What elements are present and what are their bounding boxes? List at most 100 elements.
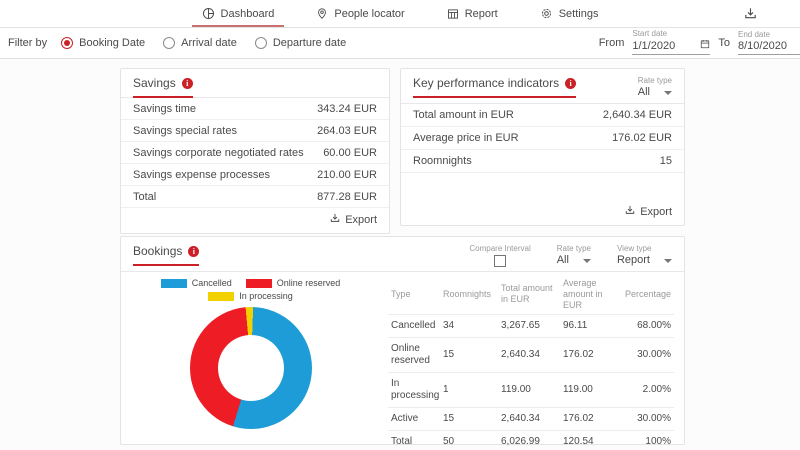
table-row: Online reserved 15 2,640.34 176.02 30.00… [388, 337, 674, 374]
savings-row: Savings expense processes 210.00 EUR [121, 164, 389, 186]
savings-export-button[interactable]: Export [329, 212, 377, 227]
row-value: 877.28 EUR [317, 190, 377, 203]
tab-dashboard[interactable]: Dashboard [191, 0, 285, 27]
cell-total: 2,640.34 [498, 337, 560, 374]
savings-title: Savings [133, 76, 176, 90]
row-value: 2,640.34 EUR [602, 109, 672, 121]
download-icon[interactable] [743, 6, 758, 26]
tab-people-locator[interactable]: People locator [312, 0, 408, 27]
legend-label: Online reserved [276, 278, 341, 288]
legend-item-online-reserved: Online reserved [245, 278, 341, 288]
col-header-type: Type [388, 274, 440, 316]
row-label: Total amount in EUR [413, 109, 514, 121]
legend-item-in-processing: In processing [208, 291, 293, 301]
chart-legend: Cancelled Online reserved In processing [146, 278, 356, 301]
rate-type-value: All [637, 86, 650, 98]
row-label: Total [133, 190, 157, 203]
col-header-average-amount: Average amount in EUR [560, 274, 622, 316]
kpi-row: Average price in EUR 176.02 EUR [401, 127, 684, 150]
filter-by-label: Filter by [8, 37, 48, 49]
table-row: Active 15 2,640.34 176.02 30.00% [388, 407, 674, 432]
compare-interval-checkbox[interactable] [494, 255, 507, 267]
tab-settings[interactable]: Settings [536, 0, 603, 27]
from-label: From [598, 37, 625, 49]
cell-roomnights: 34 [440, 314, 498, 339]
filter-bar: Filter by Booking Date Arrival date Depa… [0, 28, 800, 59]
kpi-row: Total amount in EUR 2,640.34 EUR [401, 104, 684, 127]
bookings-view-type-dropdown[interactable]: View type Report [617, 244, 672, 266]
kpi-export-button[interactable]: Export [624, 204, 672, 219]
kpi-rate-type-dropdown[interactable]: Rate type All [638, 76, 672, 103]
radio-departure-date[interactable]: Departure date [254, 37, 347, 49]
chevron-down-icon [663, 91, 672, 95]
radio-arrival-date[interactable]: Arrival date [163, 37, 237, 49]
info-icon[interactable]: i [181, 77, 193, 89]
date-range: From Start date 1/1/2020 To End date 8/1… [599, 28, 800, 58]
cell-type: Total [388, 430, 440, 450]
start-date-label: Start date [632, 29, 668, 38]
radio-icon [163, 37, 176, 49]
row-value: 176.02 EUR [612, 132, 672, 144]
chevron-down-icon [664, 259, 672, 263]
cell-type: Cancelled [388, 314, 440, 339]
kpi-title: Key performance indicators [413, 76, 560, 90]
table-row: Cancelled 34 3,267.65 96.11 68.00% [388, 314, 674, 339]
download-icon [624, 204, 636, 219]
download-icon [329, 212, 341, 227]
row-label: Savings time [133, 102, 196, 115]
cell-total: 2,640.34 [498, 407, 560, 432]
col-header-total-amount: Total amount in EUR [498, 274, 560, 316]
legend-swatch [160, 278, 187, 288]
cell-average: 120.54 [560, 430, 622, 450]
radio-icon [254, 37, 267, 49]
compare-interval-control: Compare Interval [469, 244, 531, 267]
chevron-down-icon [582, 259, 591, 263]
savings-row: Savings corporate negotiated rates 60.00 … [121, 142, 389, 164]
cell-percentage: 2.00% [622, 372, 674, 409]
cell-percentage: 100% [622, 430, 674, 450]
tab-label: People locator [334, 7, 405, 20]
cell-total: 6,026.99 [498, 430, 560, 450]
table-icon [447, 8, 459, 20]
col-header-roomnights: Roomnights [440, 274, 498, 316]
legend-label: In processing [239, 291, 293, 301]
rate-type-label: Rate type [556, 244, 591, 253]
table-row: In processing 1 119.00 119.00 2.00% [388, 372, 674, 409]
export-label: Export [640, 205, 672, 218]
start-date-field[interactable]: Start date 1/1/2020 [632, 28, 711, 58]
cell-roomnights: 15 [440, 407, 498, 432]
cell-percentage: 30.00% [622, 337, 674, 374]
savings-card: Savings i Savings time 343.24 EUR Savings… [120, 68, 390, 234]
cell-average: 96.11 [560, 314, 622, 339]
row-label: Savings special rates [133, 124, 237, 137]
tab-report[interactable]: Report [443, 0, 502, 27]
info-icon[interactable]: i [188, 245, 200, 257]
donut-chart [189, 307, 312, 429]
row-label: Roomnights [413, 155, 472, 167]
tab-label: Dashboard [220, 7, 275, 20]
content-area: Savings i Savings time 343.24 EUR Savings… [0, 60, 800, 450]
bookings-rate-type-dropdown[interactable]: Rate type All [557, 244, 591, 266]
radio-label: Departure date [272, 37, 347, 49]
radio-label: Booking Date [79, 37, 146, 49]
cell-percentage: 30.00% [622, 407, 674, 432]
savings-row-total: Total 877.28 EUR [121, 186, 389, 208]
top-nav: Dashboard People locator Report Settings [0, 0, 800, 28]
cell-roomnights: 15 [440, 337, 498, 374]
nav-tabs: Dashboard People locator Report Settings [191, 0, 603, 27]
end-date-field[interactable]: End date 8/10/2020 [738, 28, 800, 58]
cell-average: 119.00 [560, 372, 622, 409]
calendar-icon[interactable] [700, 39, 710, 52]
bookings-chart-area: Cancelled Online reserved In processing [121, 272, 380, 444]
bookings-table: Type Roomnights Total amount in EUR Aver… [388, 274, 674, 450]
legend-item-cancelled: Cancelled [160, 278, 232, 288]
donut-hole [217, 335, 284, 401]
cell-total: 3,267.65 [498, 314, 560, 339]
end-date-value: 8/10/2020 [738, 40, 787, 52]
export-label: Export [345, 213, 377, 226]
cell-average: 176.02 [560, 407, 622, 432]
bookings-title: Bookings [133, 244, 183, 258]
info-icon[interactable]: i [565, 77, 577, 89]
radio-booking-date[interactable]: Booking Date [61, 37, 145, 49]
to-label: To [718, 37, 730, 49]
